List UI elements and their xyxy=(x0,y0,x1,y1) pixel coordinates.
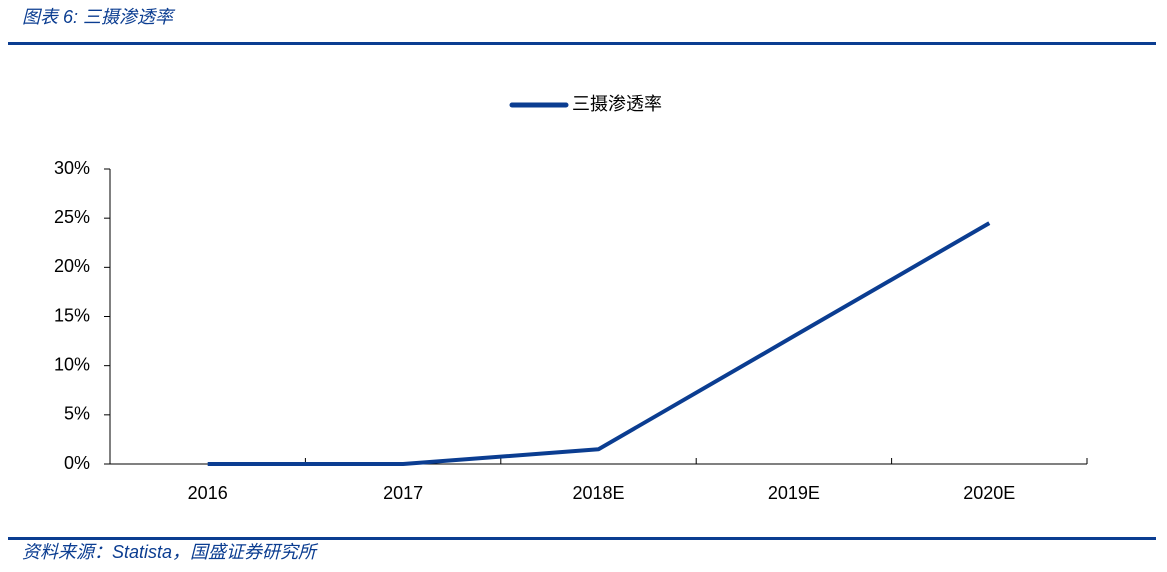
x-tick-label: 2017 xyxy=(383,483,423,503)
footer-source: 资料来源：Statista，国盛证券研究所 xyxy=(22,542,319,562)
header-rule xyxy=(8,42,1156,45)
series-line xyxy=(207,221,991,466)
legend-label: 三摄渗透率 xyxy=(572,94,662,114)
y-tick-label: 30% xyxy=(54,158,90,178)
x-tick-label: 2020E xyxy=(963,483,1015,503)
x-tick-label: 2016 xyxy=(188,483,228,503)
x-tick-label: 2018E xyxy=(572,483,624,503)
y-tick-label: 0% xyxy=(64,453,90,473)
footer-rule xyxy=(8,537,1156,540)
y-tick-label: 25% xyxy=(54,207,90,227)
y-tick-label: 5% xyxy=(64,404,90,424)
x-tick-label: 2019E xyxy=(768,483,820,503)
y-tick-label: 10% xyxy=(54,354,90,374)
y-tick-label: 15% xyxy=(54,305,90,325)
y-tick-label: 20% xyxy=(54,256,90,276)
header-title: 图表 6: 三摄渗透率 xyxy=(22,7,176,27)
